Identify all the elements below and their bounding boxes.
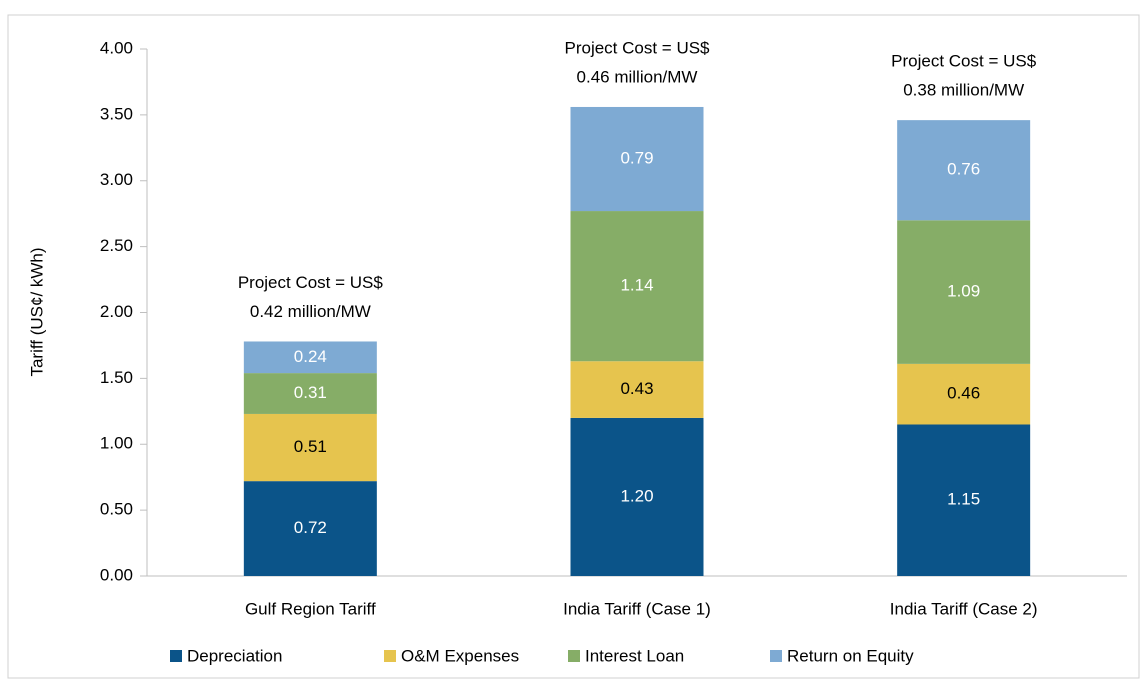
bar-segment bbox=[897, 220, 1031, 364]
annotation: Project Cost = US$ bbox=[238, 273, 384, 292]
y-tick-label: 0.00 bbox=[100, 565, 133, 584]
annotation: Project Cost = US$ bbox=[891, 52, 1037, 71]
annotation: 0.38 million/MW bbox=[903, 81, 1024, 100]
bar-segment bbox=[897, 424, 1031, 576]
y-tick-label: 0.50 bbox=[100, 500, 133, 519]
legend-label: Return on Equity bbox=[787, 646, 914, 665]
x-tick-label: Gulf Region Tariff bbox=[245, 599, 376, 618]
data-label: 0.31 bbox=[294, 383, 327, 402]
data-label: 1.20 bbox=[620, 486, 653, 505]
legend-swatch bbox=[568, 650, 580, 662]
x-tick-label: India Tariff (Case 2) bbox=[890, 599, 1038, 618]
data-label: 0.24 bbox=[294, 347, 327, 366]
data-label: 1.09 bbox=[947, 282, 980, 301]
y-tick-label: 1.00 bbox=[100, 434, 133, 453]
y-tick-label: 1.50 bbox=[100, 368, 133, 387]
y-tick-label: 3.50 bbox=[100, 104, 133, 123]
data-label: 1.15 bbox=[947, 490, 980, 509]
legend-label: O&M Expenses bbox=[401, 646, 519, 665]
legend-label: Depreciation bbox=[187, 646, 282, 665]
data-label: 0.76 bbox=[947, 160, 980, 179]
bar-segment bbox=[897, 363, 1031, 425]
bar-segment bbox=[897, 120, 1031, 221]
data-label: 0.51 bbox=[294, 437, 327, 456]
x-tick-label: India Tariff (Case 1) bbox=[563, 599, 711, 618]
legend-label: Interest Loan bbox=[585, 646, 684, 665]
y-tick-label: 2.50 bbox=[100, 236, 133, 255]
data-label: 0.72 bbox=[294, 518, 327, 537]
annotation: Project Cost = US$ bbox=[564, 38, 710, 57]
bar-segment bbox=[243, 341, 377, 374]
y-tick-label: 4.00 bbox=[100, 38, 133, 57]
bar-segment bbox=[243, 373, 377, 414]
annotation: 0.42 million/MW bbox=[250, 302, 371, 321]
data-label: 0.46 bbox=[947, 384, 980, 403]
legend-swatch bbox=[170, 650, 182, 662]
data-label: 0.43 bbox=[620, 379, 653, 398]
y-tick-label: 3.00 bbox=[100, 170, 133, 189]
chart-frame bbox=[7, 14, 1140, 679]
bar-segment bbox=[570, 106, 704, 212]
bar-segment bbox=[570, 417, 704, 576]
bar-segment bbox=[570, 361, 704, 418]
bar-segment bbox=[243, 481, 377, 576]
legend-swatch bbox=[384, 650, 396, 662]
data-label: 0.79 bbox=[620, 148, 653, 167]
data-label: 1.14 bbox=[620, 276, 653, 295]
bar-segment bbox=[570, 211, 704, 362]
y-tick-label: 2.00 bbox=[100, 302, 133, 321]
y-axis-label: Tariff (US¢/ kWh) bbox=[27, 247, 46, 376]
bar-segment bbox=[243, 413, 377, 482]
legend-swatch bbox=[770, 650, 782, 662]
annotation: 0.46 million/MW bbox=[577, 67, 698, 86]
